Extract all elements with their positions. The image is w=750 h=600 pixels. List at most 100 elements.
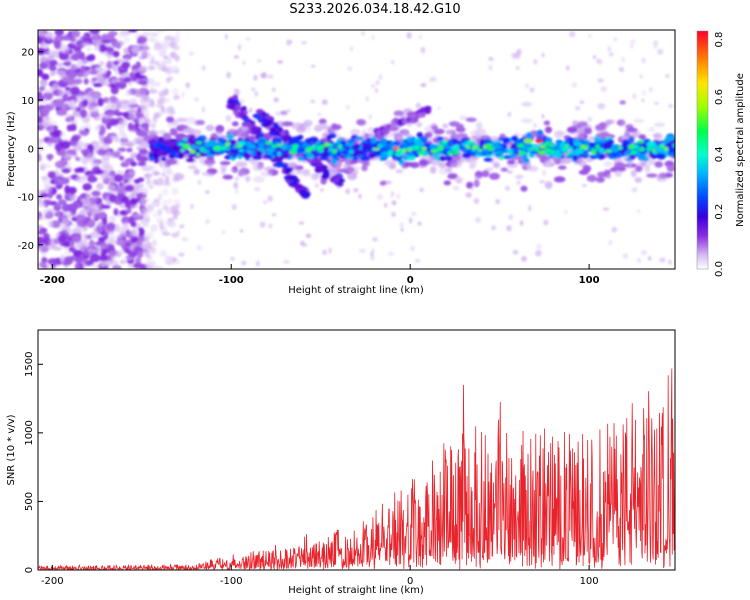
heatmap-cell	[244, 154, 252, 159]
heatmap-cell	[150, 224, 158, 232]
heatmap-cell	[121, 61, 131, 69]
heatmap-cell	[279, 131, 287, 136]
heatmap-cell	[69, 196, 76, 202]
heatmap-cell	[657, 48, 664, 55]
heatmap-cell	[361, 152, 368, 157]
heatmap-cell	[642, 156, 649, 162]
heatmap-cell	[469, 159, 478, 167]
heatmap-cell	[148, 265, 154, 269]
heatmap-cell	[142, 30, 152, 37]
heatmap-cell	[70, 86, 80, 96]
heatmap-cell	[71, 234, 82, 243]
heatmap-cell	[114, 111, 125, 117]
heatmap-cell	[65, 114, 73, 122]
heatmap-cell	[89, 231, 100, 239]
heatmap-cell	[54, 178, 62, 186]
heatmap-cell	[42, 115, 51, 121]
y-tick-label: 0	[28, 144, 34, 155]
heatmap-cell	[630, 169, 637, 178]
heatmap-cell	[303, 119, 313, 127]
heatmap-cell	[133, 178, 141, 184]
heatmap-cell	[141, 45, 151, 52]
heatmap-cell	[649, 87, 653, 93]
heatmap-cell	[47, 258, 58, 265]
snr-frame	[37, 329, 676, 571]
heatmap-cell	[106, 99, 112, 108]
heatmap-cell	[515, 174, 524, 180]
heatmap-cell	[90, 161, 101, 167]
heatmap-cell	[448, 121, 460, 127]
heatmap-cell	[126, 147, 133, 153]
heatmap-cell	[359, 248, 366, 253]
heatmap-cell	[149, 156, 154, 162]
heatmap-cell	[632, 93, 637, 100]
snr-series-line	[38, 368, 675, 570]
heatmap-cell	[553, 152, 563, 159]
heatmap-cell	[406, 152, 415, 157]
heatmap-cell	[538, 150, 546, 155]
heatmap-cell	[205, 124, 215, 132]
heatmap-cell	[59, 254, 66, 263]
heatmap-cell	[66, 212, 74, 219]
heatmap-cell	[156, 30, 166, 33]
heatmap-cell	[76, 140, 84, 146]
heatmap-cell	[64, 185, 71, 194]
heatmap-cell	[447, 139, 453, 146]
heatmap-cell	[185, 158, 195, 163]
heatmap-cell	[105, 227, 115, 235]
heatmap-cell	[238, 148, 245, 153]
heatmap-cell	[193, 138, 203, 142]
heatmap-cell	[72, 144, 83, 152]
heatmap-cell	[38, 196, 43, 203]
heatmap-cell	[619, 100, 626, 105]
heatmap-cell	[243, 122, 252, 128]
heatmap-cell	[45, 31, 54, 41]
heatmap-cell	[630, 42, 634, 50]
heatmap-cell	[253, 74, 258, 81]
heatmap-cell	[43, 88, 53, 94]
heatmap-cell	[154, 265, 164, 269]
heatmap-cell	[170, 51, 177, 58]
heatmap-cell	[564, 139, 570, 144]
colorbar: 0.0 0.2 0.4 0.6 0.8 Normalized spectral ampl…	[696, 30, 746, 277]
heatmap-cell	[521, 101, 533, 107]
heatmap-cell	[375, 80, 380, 86]
heatmap-cell	[95, 73, 107, 82]
heatmap-cell	[648, 159, 656, 166]
heatmap-cell	[495, 198, 501, 205]
heatmap-cell	[417, 150, 426, 156]
heatmap-cell	[456, 178, 461, 184]
heatmap-cell	[438, 162, 447, 169]
heatmap-cell	[377, 143, 383, 148]
heatmap-cell	[226, 133, 235, 140]
heatmap-cell	[121, 216, 131, 225]
heatmap-cell	[575, 133, 585, 140]
heatmap-cell	[236, 144, 243, 148]
heatmap-cell	[205, 190, 210, 194]
heatmap-cell	[259, 221, 266, 228]
heatmap-cell	[636, 257, 642, 264]
heatmap-cell	[395, 135, 403, 140]
heatmap-cell	[255, 114, 262, 121]
heatmap-cell	[142, 223, 150, 228]
heatmap-cell	[571, 120, 579, 126]
heatmap-cell	[84, 36, 93, 43]
heatmap-cell	[379, 180, 387, 186]
heatmap-cell	[300, 172, 312, 178]
heatmap-cell	[130, 97, 137, 104]
heatmap-cell	[63, 256, 74, 266]
heatmap-cell	[418, 159, 428, 167]
heatmap-cell	[608, 52, 614, 57]
heatmap-cell	[68, 139, 79, 146]
heatmap-cell	[39, 261, 46, 269]
heatmap-cell	[220, 168, 227, 175]
heatmap-cell	[176, 230, 181, 235]
heatmap-cell	[125, 89, 132, 97]
heatmap-cell	[70, 30, 81, 38]
heatmap-cell	[668, 259, 672, 265]
heatmap-cell	[638, 134, 647, 140]
heatmap-cell	[108, 112, 114, 118]
heatmap-cell	[322, 125, 332, 131]
heatmap-cell	[237, 152, 244, 156]
